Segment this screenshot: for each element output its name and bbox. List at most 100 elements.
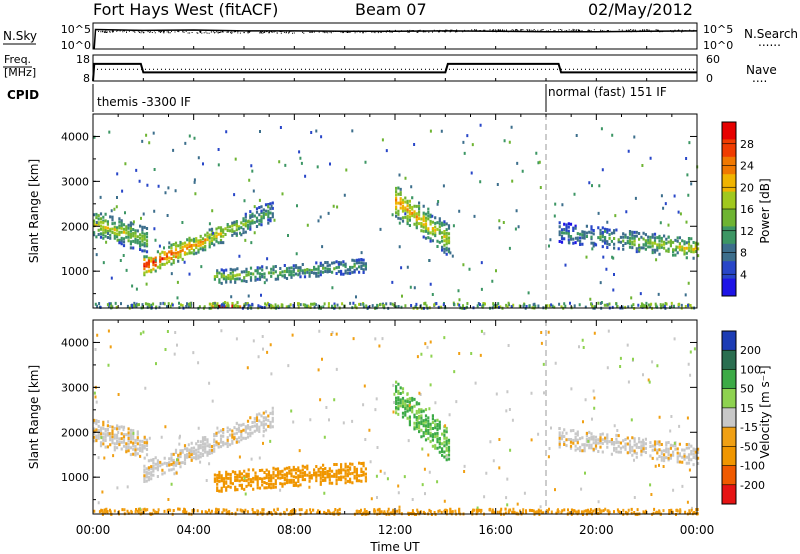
- power-colorbar-step-1: [722, 139, 736, 158]
- nsearch-label: N.Search: [744, 27, 798, 41]
- power-region-0-cells: [93, 212, 149, 248]
- power-scatter-cells: [93, 127, 691, 305]
- velocity-scatter-cells: [93, 329, 696, 511]
- power-colorbar-ticklabel-5: 8: [740, 247, 747, 260]
- power-colorbar-step-5: [722, 209, 736, 227]
- power-near-range-cells: [96, 301, 696, 310]
- velocity-range-ticklabel-3: 4000: [61, 336, 89, 349]
- nave-tick-bottom: 0: [706, 72, 713, 85]
- velocity-colorbar-step-8: [722, 484, 736, 505]
- power-near-range-cells: [115, 301, 693, 310]
- velocity-colorbar-step-4: [722, 407, 736, 428]
- power-region-0-cells: [99, 235, 149, 254]
- velocity-colorbar-ticklabel-5: -50: [740, 440, 758, 453]
- power-time-ticks: [92, 114, 698, 308]
- nsky-tick-top: 10^5: [61, 23, 91, 36]
- power-region-1-cells: [143, 238, 207, 271]
- cpid-label: CPID: [7, 88, 39, 102]
- freq-line: [92, 62, 697, 82]
- nsky-tick-bottom: 10^0: [61, 39, 91, 52]
- freq-label-line2: [MHz]: [4, 66, 36, 79]
- freq-tick-bottom: 8: [83, 72, 90, 85]
- velocity-range-ticklabel-0: 1000: [61, 471, 89, 484]
- power-panel-frame: [92, 113, 698, 309]
- time-ticklabel-5: 20:00: [579, 523, 614, 537]
- velocity-colorbar-step-1: [722, 350, 736, 370]
- power-region-1-cells: [143, 232, 223, 273]
- velocity-region-1-cells: [143, 406, 274, 483]
- nsky-scatter: [98, 28, 695, 34]
- velocity-range-axis-label: Slant Range [km]: [27, 365, 41, 469]
- nsky-panel-frame: [92, 22, 698, 50]
- cpid-mode-themis: themis -3300 IF: [97, 95, 191, 109]
- power-region-2-cells: [216, 264, 356, 282]
- power-region-1-cells: [143, 257, 164, 268]
- power-region-4-cells: [633, 239, 700, 254]
- freq-tick-top: 18: [76, 53, 90, 66]
- beam-label: Beam 07: [355, 0, 427, 19]
- nsky-series: [92, 28, 698, 49]
- velocity-region-3-cells: [395, 382, 451, 462]
- nave-tick-top: 60: [706, 53, 720, 66]
- time-ticklabel-1: 04:00: [176, 523, 211, 537]
- power-region-1-cells: [143, 212, 268, 277]
- velocity-range-ticks: 1000 2000 3000 4000: [61, 319, 697, 501]
- power-colorbar-ticklabel-1: 24: [740, 160, 754, 173]
- cpid-mode-normal: normal (fast) 151 IF: [548, 85, 667, 99]
- power-colorbar-step-0: [722, 122, 736, 140]
- power-region-0-cells: [93, 214, 149, 246]
- velocity-colorbar-frame: [721, 330, 737, 505]
- power-region-4-cells: [558, 222, 577, 245]
- power-colorbar-ticklabel-3: 16: [740, 203, 754, 216]
- power-colorbar-step-4: [722, 191, 736, 210]
- velocity-region-3-cells: [395, 380, 451, 458]
- power-region-3-cells: [395, 187, 451, 254]
- time-axis-label: Time UT: [369, 540, 420, 554]
- velocity-region-2-cells: [213, 461, 367, 493]
- time-ticklabel-4: 16:00: [478, 523, 513, 537]
- time-axis-ticklabels: 00:00 04:00 08:00 12:00 16:00 20:00 00:00: [76, 523, 715, 537]
- time-ticklabel-2: 08:00: [277, 523, 312, 537]
- velocity-colorbar-step-2: [722, 369, 736, 390]
- freq-panel-frame: [92, 54, 698, 82]
- station-title: Fort Hays West (fitACF): [93, 0, 278, 19]
- velocity-region-0-cells: [93, 418, 149, 458]
- power-colorbar-step-8: [722, 261, 736, 280]
- power-region-4-cells: [558, 221, 657, 254]
- time-ticklabel-3: 12:00: [378, 523, 413, 537]
- power-colorbar-ticklabel-0: 28: [740, 138, 754, 151]
- power-colorbar-step-9: [722, 278, 736, 297]
- power-region-1-cells: [177, 205, 274, 263]
- power-region-3-cells: [395, 186, 451, 247]
- velocity-range-ticklabel-2: 3000: [61, 381, 89, 394]
- velocity-near-range-cells: [98, 507, 699, 516]
- velocity-colorbar-ticklabel-4: -15: [740, 421, 758, 434]
- velocity-heatmap: [93, 329, 700, 516]
- velocity-colorbar-title: Velocity [m s⁻¹]: [758, 365, 772, 458]
- power-range-axis-label: Slant Range [km]: [27, 159, 41, 263]
- power-colorbar-step-3: [722, 174, 736, 193]
- freq-label-line1: Freq.: [4, 53, 31, 66]
- velocity-panel-frame: [92, 319, 698, 515]
- nsearch-legend: ......: [758, 35, 781, 49]
- nave-legend: ....: [752, 71, 767, 85]
- velocity-region-4-cells: [558, 427, 700, 467]
- nsky-label: N.Sky: [3, 29, 37, 43]
- time-ticklabel-6: 00:00: [680, 523, 715, 537]
- velocity-region-1-cells: [143, 411, 270, 478]
- velocity-colorbar-ticklabel-3: 15: [740, 402, 754, 415]
- velocity-time-ticks: [92, 320, 698, 514]
- power-range-ticklabel-1: 2000: [61, 220, 89, 233]
- power-region-1-cells: [244, 201, 274, 231]
- power-near-range-cells: [106, 301, 667, 310]
- velocity-colorbar-ticklabel-2: 50: [740, 383, 754, 396]
- power-colorbar-ticklabel-4: 12: [740, 225, 754, 238]
- nsearch-tick-bottom: 10^0: [703, 39, 733, 52]
- velocity-region-4-cells: [558, 431, 700, 464]
- velocity-colorbar-step-7: [722, 465, 736, 486]
- power-region-1-cells: [143, 221, 247, 275]
- velocity-scatter-cells: [94, 329, 691, 509]
- power-region-2-cells: [216, 258, 367, 285]
- power-heatmap: [93, 123, 700, 310]
